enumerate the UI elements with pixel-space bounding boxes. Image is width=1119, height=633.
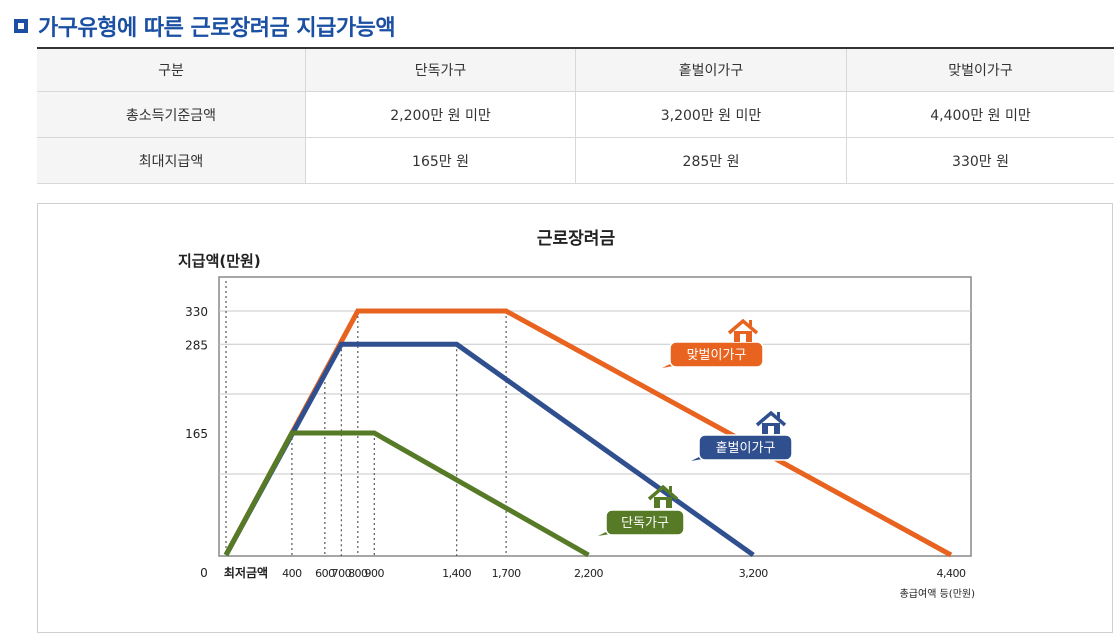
y-axis-label: 지급액(만원)	[178, 252, 261, 270]
x-tick-label: 0	[200, 566, 208, 580]
table-cell: 2,200만 원 미만	[305, 91, 576, 138]
table-cell: 165만 원	[305, 137, 576, 184]
x-tick-label: 2,200	[574, 567, 603, 580]
x-tick-label: 3,200	[739, 567, 768, 580]
table-row: 최대지급액 165만 원 285만 원 330만 원	[37, 137, 1114, 184]
page-title: 가구유형에 따른 근로장려금 지급가능액	[38, 16, 396, 41]
series-callout: 단독가구	[598, 484, 685, 536]
table-cell: 330만 원	[846, 137, 1114, 184]
x-tick-label: 1,700	[492, 567, 521, 580]
x-tick-label: 400	[282, 567, 302, 580]
callout-box	[698, 434, 793, 461]
house-icon	[647, 484, 679, 501]
table-cell: 총소득기준금액	[37, 91, 306, 138]
benefit-table: 구분 단독가구 홑벌이가구 맞벌이가구 총소득기준금액 2,200만 원 미만 …	[37, 47, 1114, 184]
house-icon	[727, 318, 759, 335]
y-tick-label: 285	[185, 338, 208, 352]
x-tick-label: 600	[315, 567, 335, 580]
series-line	[223, 430, 590, 558]
x-tick-label: 800	[348, 567, 368, 580]
table-cell: 최대지급액	[37, 137, 306, 184]
table-header-cell: 맞벌이가구	[846, 47, 1114, 92]
table-header-row: 구분 단독가구 홑벌이가구 맞벌이가구	[37, 47, 1114, 92]
house-icon	[755, 410, 787, 427]
series-layer	[223, 308, 953, 558]
x-tick-label: 900	[365, 567, 385, 580]
x-tick-label: 1,400	[442, 567, 471, 580]
x-axis-label: 총급여액 등(만원)	[900, 588, 975, 600]
series-callout: 맞벌이가구	[662, 318, 764, 368]
table-cell: 285만 원	[575, 137, 847, 184]
x-tick-label: 4,400	[937, 567, 966, 580]
square-bullet-icon	[14, 19, 28, 33]
table-cell: 3,200만 원 미만	[575, 91, 847, 138]
chart-title: 근로장려금	[537, 229, 616, 249]
series-name-label: 단독가구	[621, 516, 669, 531]
y-tick-label: 165	[185, 427, 208, 441]
table-cell: 4,400만 원 미만	[846, 91, 1114, 138]
callout-box	[605, 509, 685, 536]
house-icon	[749, 320, 752, 326]
table-row: 총소득기준금액 2,200만 원 미만 3,200만 원 미만 4,400만 원…	[37, 91, 1114, 138]
house-icon	[777, 412, 780, 418]
plot-frame	[218, 276, 972, 557]
x-min-label: 최저금액	[224, 565, 268, 580]
house-icon	[660, 500, 666, 508]
grid-layer	[218, 276, 972, 557]
house-icon	[768, 426, 774, 434]
series-callout: 홑벌이가구	[691, 410, 793, 461]
y-tick-label: 330	[185, 305, 208, 319]
page-title-row: 가구유형에 따른 근로장려금 지급가능액	[14, 10, 396, 42]
series-name-label: 홑벌이가구	[716, 441, 776, 456]
house-icon	[740, 334, 746, 342]
x-tick-label: 700	[332, 567, 352, 580]
series-name-label: 맞벌이가구	[687, 348, 747, 363]
callout-box	[669, 341, 764, 368]
table-header-cell: 단독가구	[305, 47, 576, 92]
guide-layer	[225, 281, 507, 556]
house-icon	[669, 486, 672, 492]
table-header-cell: 구분	[37, 47, 306, 92]
table-header-cell: 홑벌이가구	[575, 47, 847, 92]
